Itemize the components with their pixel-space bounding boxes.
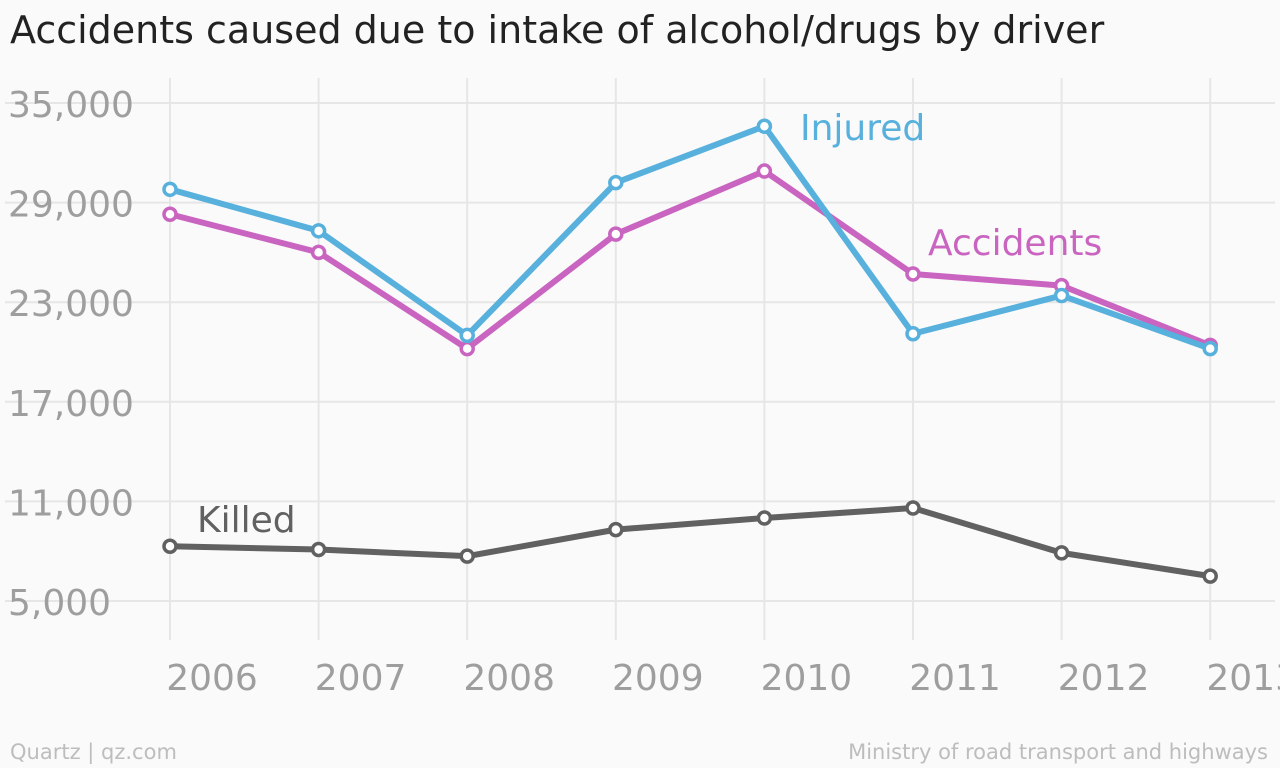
x-tick-label: 2013 — [1206, 658, 1280, 699]
data-point-accidents — [162, 206, 178, 222]
y-tick-label: 17,000 — [8, 384, 134, 425]
data-point-accidents — [905, 266, 921, 282]
x-tick-label: 2010 — [761, 658, 853, 699]
data-point-injured — [905, 325, 921, 342]
data-point-killed — [1053, 545, 1070, 561]
y-tick-label: 5,000 — [8, 583, 111, 624]
data-point-injured — [1202, 340, 1218, 357]
x-tick-label: 2008 — [463, 658, 555, 699]
x-tick-label: 2009 — [612, 658, 704, 699]
x-tick-label: 2007 — [315, 658, 407, 699]
data-point-accidents — [459, 340, 475, 357]
data-point-killed — [756, 510, 773, 526]
grid-layer — [5, 78, 1275, 640]
data-point-killed — [162, 538, 178, 554]
label-layer: 5,000 11,000 17,000 23,000 29,000 35,000 2006 2… — [8, 85, 1280, 699]
data-point-injured — [310, 223, 327, 239]
data-point-injured — [756, 118, 773, 134]
data-point-injured — [608, 174, 624, 191]
series-label-accidents: Accidents — [928, 223, 1102, 264]
data-point-injured — [1053, 287, 1070, 304]
x-tick-label: 2006 — [166, 658, 258, 699]
credit-text: Quartz | qz.com — [10, 740, 177, 764]
data-point-injured — [162, 181, 178, 198]
source-text: Ministry of road transport and highways — [848, 740, 1268, 764]
data-point-killed — [905, 500, 921, 516]
data-point-accidents — [310, 244, 327, 261]
data-point-injured — [459, 327, 475, 344]
x-tick-label: 2011 — [909, 658, 1001, 699]
data-point-accidents — [608, 226, 624, 242]
series-line-killed — [167, 505, 1214, 580]
y-tick-label: 29,000 — [8, 185, 134, 226]
data-point-killed — [459, 548, 475, 564]
data-point-killed — [310, 541, 327, 558]
series-line-injured — [167, 123, 1214, 352]
data-point-killed — [1202, 568, 1218, 584]
series-layer — [162, 118, 1218, 584]
data-point-accidents — [756, 163, 773, 179]
y-tick-label: 11,000 — [8, 483, 134, 524]
series-label-injured: Injured — [800, 108, 925, 149]
series-line-accidents — [167, 168, 1214, 352]
chart-title: Accidents caused due to intake of alcoho… — [10, 8, 1105, 52]
y-tick-label: 35,000 — [8, 85, 134, 126]
data-point-killed — [608, 521, 624, 538]
series-label-killed: Killed — [197, 500, 296, 541]
x-tick-label: 2012 — [1058, 658, 1150, 699]
y-tick-label: 23,000 — [8, 284, 134, 325]
